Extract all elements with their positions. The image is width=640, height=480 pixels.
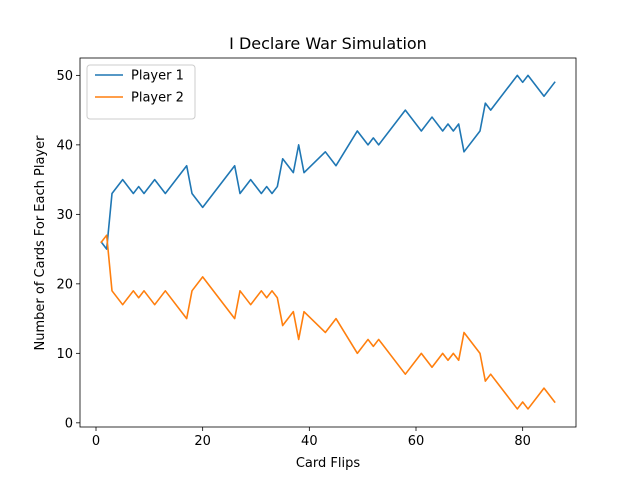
chart-title: I Declare War Simulation xyxy=(229,34,427,53)
series-line-2 xyxy=(100,234,556,410)
x-tick-label: 80 xyxy=(514,434,531,449)
y-axis-label: Number of Cards For Each Player xyxy=(33,135,48,351)
legend-box xyxy=(86,64,196,120)
legend-label-1: Player 1 xyxy=(131,69,184,84)
y-tick-label: 0 xyxy=(65,416,73,431)
y-tick-label: 20 xyxy=(56,277,73,292)
y-tick-label: 10 xyxy=(56,347,73,362)
axes-frame xyxy=(79,57,577,428)
axes-layer: 0 20 40 60 80 0 10 20 30 40 50 xyxy=(56,57,577,449)
legend-label-2: Player 2 xyxy=(131,91,184,106)
x-tick-label: 0 xyxy=(92,434,100,449)
x-axis-label: Card Flips xyxy=(296,456,360,471)
series-layer xyxy=(100,74,556,410)
x-tick-label: 40 xyxy=(301,434,318,449)
legend: Player 1 Player 2 xyxy=(86,64,196,120)
y-tick-label: 50 xyxy=(56,69,73,84)
y-tick-label: 40 xyxy=(56,138,73,153)
series-line-1 xyxy=(100,74,556,250)
y-tick-label: 30 xyxy=(56,208,73,223)
x-tick-label: 20 xyxy=(194,434,211,449)
x-tick-label: 60 xyxy=(408,434,425,449)
